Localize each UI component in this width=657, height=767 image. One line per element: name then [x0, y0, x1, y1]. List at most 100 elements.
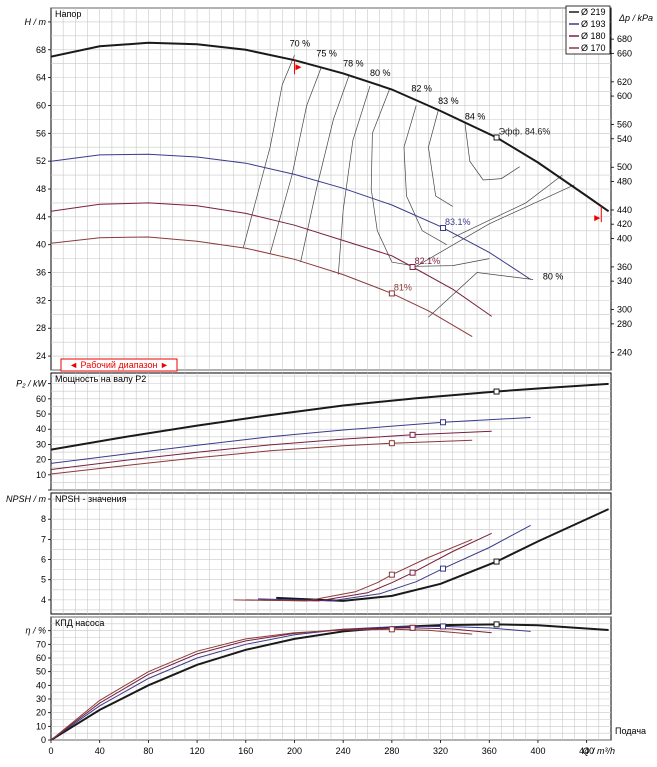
ytick-label-eta: η / % [25, 626, 46, 636]
panel-title-eta: КПД насоса [55, 618, 104, 628]
curve-npsh-3 [233, 538, 473, 602]
efficiency-isoline [403, 105, 447, 246]
ytick-label-npsh: NPSH / m [6, 494, 47, 504]
right-tick-label: 280 [617, 319, 632, 329]
efficiency-isoline [370, 89, 490, 267]
right-tick-label: 420 [617, 219, 632, 229]
ytick-label-eta: 30 [36, 694, 46, 704]
ytick-label-npsh: 7 [41, 534, 46, 544]
efficiency-isoline [428, 272, 534, 318]
panel-title-power: Мощность на валу P2 [55, 374, 146, 384]
duty-point-power [493, 388, 500, 395]
ytick-label-head: 48 [36, 184, 46, 194]
efficiency-isoline [337, 85, 371, 275]
curve-head-3 [51, 236, 473, 338]
panel-title-head: Напор [55, 9, 81, 19]
efficiency-isoline [428, 110, 453, 207]
ytick-label-npsh: 5 [41, 575, 46, 585]
duty-point-label: 81% [394, 282, 412, 292]
x-axis-extra-label: Подача [615, 726, 646, 736]
right-tick-label: 560 [617, 120, 632, 130]
series-layer [51, 41, 610, 740]
ytick-label-head: 60 [36, 100, 46, 110]
efficiency-isoline [242, 55, 295, 248]
legend-entry: Ø 193 [581, 19, 606, 29]
isoline-label: 82 % [411, 84, 432, 94]
xtick-label: 240 [336, 746, 351, 756]
isoline-label: 75 % [316, 49, 337, 59]
efficiency-isoline [464, 122, 520, 181]
right-tick-label: 600 [617, 91, 632, 101]
right-tick-label: 240 [617, 347, 632, 357]
duty-point-npsh [388, 571, 395, 578]
duty-point-label: Эфф. 84.6% [499, 126, 551, 136]
efficiency-isoline [269, 67, 322, 254]
duty-point-eta [440, 623, 446, 630]
right-tick-label: 500 [617, 162, 632, 172]
curve-power-0 [51, 382, 609, 451]
ytick-label-power: 20 [36, 455, 46, 465]
ytick-label-head: 52 [36, 156, 46, 166]
right-tick-label: 400 [617, 233, 632, 243]
efficiency-isoline [300, 74, 350, 263]
x-axis-label: Q / m³/h [582, 746, 615, 756]
ytick-label-head: H / m [25, 17, 47, 27]
right-tick-label: 680 [617, 34, 632, 44]
duty-point-head [409, 263, 416, 270]
ytick-label-head: 36 [36, 268, 46, 278]
ytick-label-eta: 20 [36, 708, 46, 718]
ytick-label-eta: 10 [36, 721, 46, 731]
xtick-label: 320 [433, 746, 448, 756]
ytick-label-power: P₂ / kW [16, 379, 47, 389]
ytick-label-eta: 70 [36, 639, 46, 649]
curve-head-0 [51, 41, 610, 213]
isoline-label: 80 % [370, 68, 391, 78]
ytick-label-head: 44 [36, 212, 46, 222]
curve-npsh-2 [245, 532, 492, 602]
ytick-label-power: 10 [36, 470, 46, 480]
duty-point-eta [409, 624, 416, 631]
duty-point-npsh [409, 569, 416, 576]
xtick-label: 40 [95, 746, 105, 756]
ytick-label-head: 32 [36, 295, 46, 305]
ytick-label-head: 68 [36, 45, 46, 55]
duty-point-head [493, 134, 500, 141]
ytick-label-npsh: 4 [41, 595, 46, 605]
range-start-arrow [295, 64, 302, 71]
range-end-arrow [594, 215, 601, 222]
ytick-label-power: 60 [36, 394, 46, 404]
right-tick-label: 440 [617, 205, 632, 215]
xtick-label: 120 [190, 746, 205, 756]
duty-point-label: 82.1% [415, 256, 441, 266]
duty-point-head [388, 290, 395, 297]
ytick-label-eta: 0 [41, 735, 46, 745]
xtick-label: 360 [482, 746, 497, 756]
operating-range-box [60, 358, 178, 372]
ytick-label-power: 40 [36, 424, 46, 434]
ytick-label-npsh: 8 [41, 514, 46, 524]
xtick-label: 80 [143, 746, 153, 756]
right-axis-label: Δp / kPa [618, 13, 653, 23]
operating-range-label: ◄ Рабочий диапазон ► [69, 360, 169, 370]
legend-entry: Ø 170 [581, 43, 606, 53]
right-tick-label: 620 [617, 77, 632, 87]
legend-box [565, 5, 611, 55]
right-tick-label: 660 [617, 48, 632, 58]
ytick-label-power: 50 [36, 409, 46, 419]
duty-point-power [440, 419, 446, 426]
duty-point-eta [388, 626, 395, 633]
duty-point-label: 83.1% [445, 217, 471, 227]
isoline-label: 83 % [438, 96, 459, 106]
curve-eta-2 [51, 627, 492, 740]
ytick-label-head: 40 [36, 240, 46, 250]
ytick-label-npsh: 6 [41, 555, 46, 565]
right-tick-label: 540 [617, 134, 632, 144]
curve-head-2 [51, 202, 492, 317]
ytick-label-head: 24 [36, 351, 46, 361]
xtick-label: 200 [287, 746, 302, 756]
duty-point-power [388, 440, 395, 447]
isoline-label: 78 % [343, 58, 364, 68]
legend-entry: Ø 180 [581, 31, 606, 41]
ytick-label-head: 64 [36, 73, 46, 83]
